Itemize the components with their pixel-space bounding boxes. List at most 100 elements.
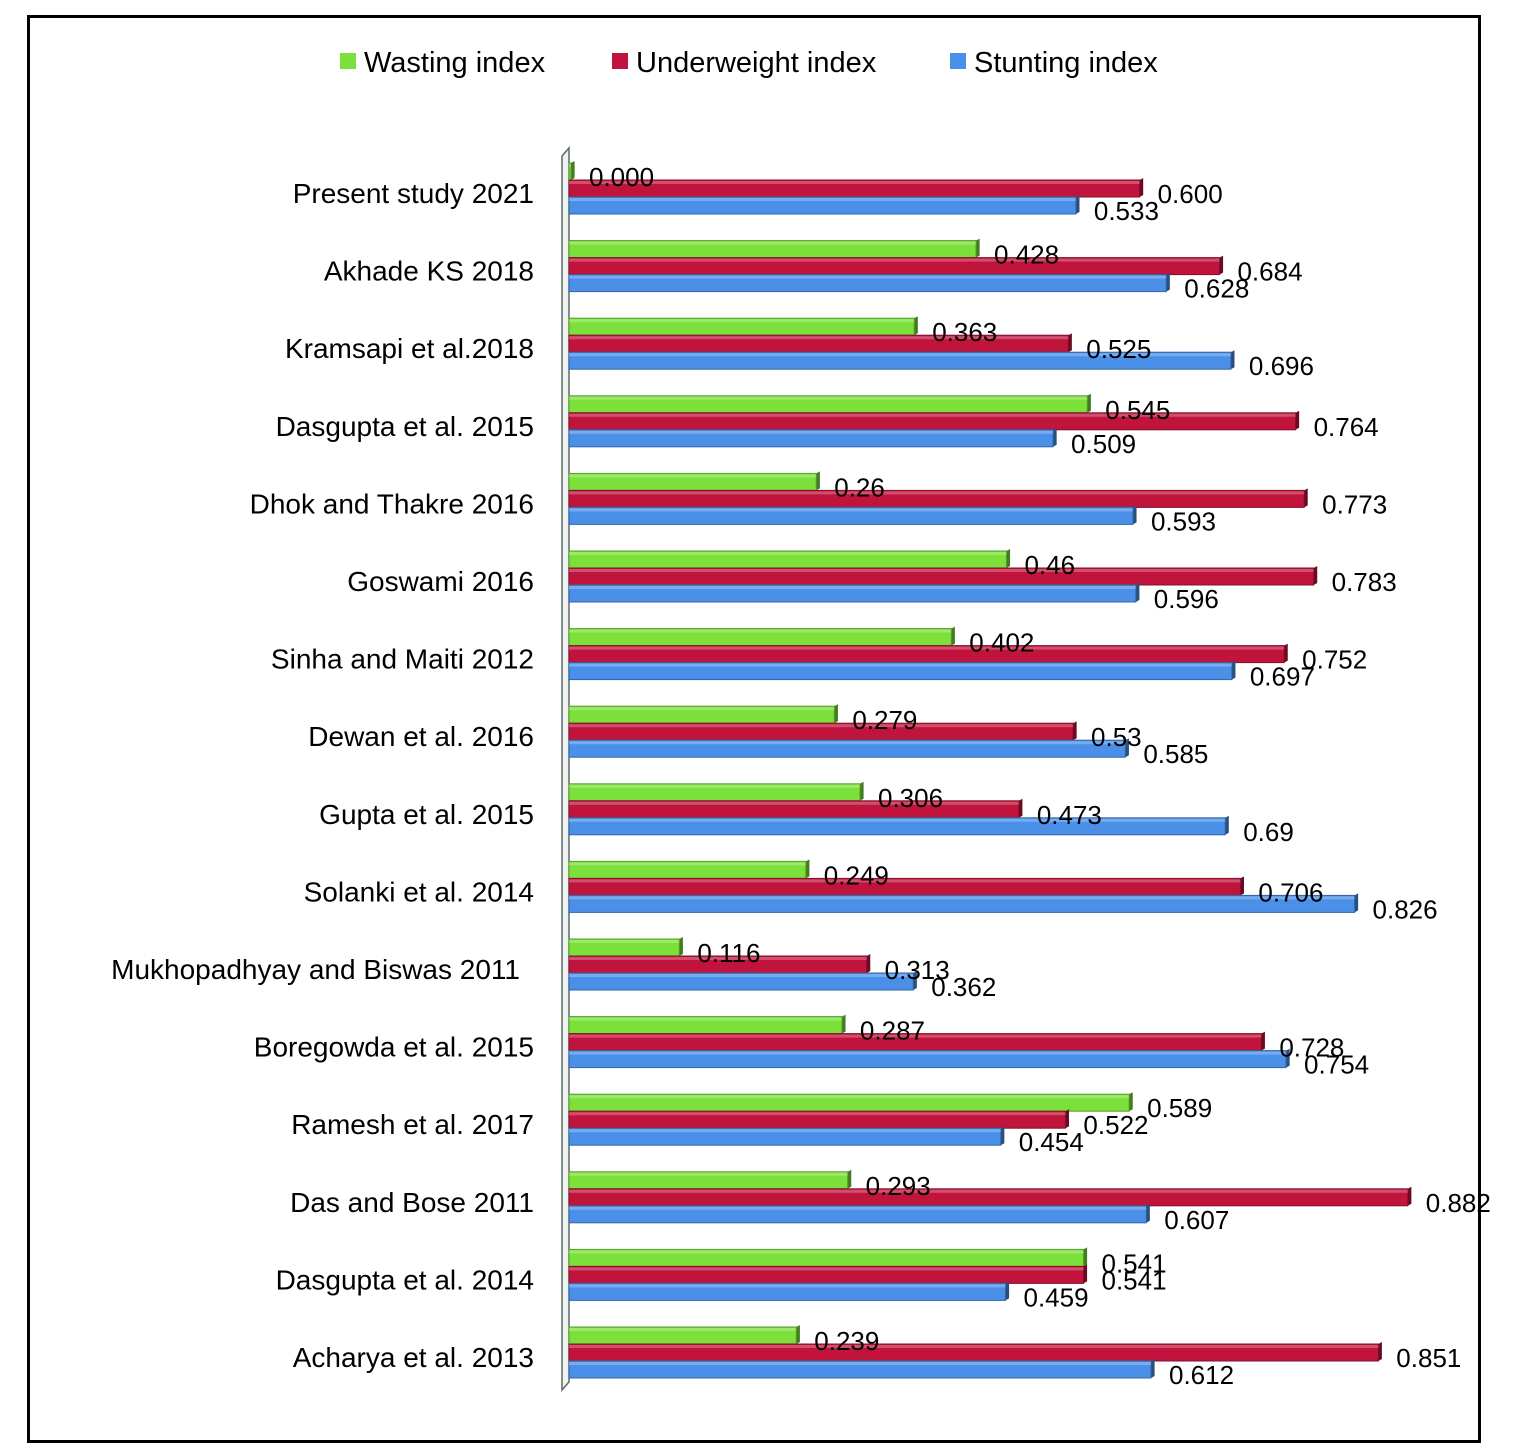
bar-1-4 (568, 488, 1308, 508)
category-label-6: Sinha and Maiti 2012 (271, 644, 534, 675)
bar-2-10 (568, 971, 917, 991)
bar-2-11 (568, 1048, 1290, 1069)
bar-cap-1-3 (1295, 410, 1300, 430)
value-label-2-14: 0.459 (1024, 1282, 1089, 1312)
bar-cap-0-3 (1087, 393, 1091, 413)
legend-label-0: Wasting index (364, 47, 546, 79)
bar-2-15 (568, 1359, 1155, 1379)
bar-2-5 (568, 583, 1140, 603)
bar-face-2-12 (568, 1127, 1002, 1146)
bar-2-9 (568, 893, 1359, 913)
category-label-4: Dhok and Thakre 2016 (250, 488, 534, 519)
bar-highlight-1-13 (569, 1189, 1408, 1193)
category-label-2: Kramsapi et al.2018 (285, 333, 534, 364)
value-label-1-2: 0.525 (1086, 334, 1151, 364)
bar-cap-0-0 (571, 161, 575, 180)
value-label-0-2: 0.363 (932, 317, 997, 347)
bar-1-1 (568, 255, 1224, 276)
bar-highlight-1-5 (569, 569, 1314, 572)
bar-1-6 (568, 643, 1288, 664)
value-label-2-8: 0.69 (1243, 817, 1294, 847)
bar-face-2-4 (568, 506, 1134, 525)
bar-1-0 (568, 178, 1144, 198)
bar-cap-1-4 (1304, 488, 1308, 508)
bar-0-13 (568, 1169, 852, 1190)
bar-highlight-1-6 (569, 646, 1285, 650)
value-label-1-3: 0.764 (1314, 412, 1379, 442)
bar-highlight-1-15 (569, 1345, 1379, 1348)
bar-cap-2-10 (913, 971, 917, 990)
bar-0-2 (568, 316, 918, 336)
bar-cap-0-10 (679, 937, 683, 956)
value-label-0-9: 0.249 (824, 860, 889, 890)
bar-highlight-0-9 (569, 862, 806, 866)
bar-face-2-5 (568, 584, 1137, 603)
bar-highlight-2-0 (569, 198, 1076, 201)
bar-cap-2-0 (1075, 195, 1080, 214)
bar-1-9 (568, 876, 1245, 896)
value-label-0-15: 0.239 (814, 1326, 879, 1356)
bar-highlight-0-3 (569, 396, 1088, 400)
category-label-14: Dasgupta et al. 2014 (276, 1264, 534, 1295)
bar-highlight-1-11 (569, 1034, 1262, 1038)
value-label-2-9: 0.826 (1373, 894, 1438, 924)
bar-cap-2-12 (1000, 1126, 1005, 1146)
bar-cap-0-15 (796, 1325, 800, 1344)
bar-highlight-1-0 (569, 181, 1140, 184)
bar-highlight-1-7 (569, 724, 1074, 728)
bar-0-12 (568, 1092, 1133, 1112)
value-label-2-4: 0.593 (1151, 506, 1216, 536)
value-label-0-3: 0.545 (1105, 395, 1170, 425)
bar-2-4 (568, 505, 1137, 525)
bar-cap-0-8 (860, 781, 864, 801)
value-label-0-5: 0.46 (1024, 550, 1075, 580)
bar-2-14 (568, 1281, 1010, 1301)
bar-0-8 (568, 781, 864, 802)
bar-highlight-2-11 (569, 1051, 1287, 1055)
legend-label-2: Stunting index (974, 47, 1158, 79)
bar-highlight-2-9 (569, 896, 1355, 900)
bar-highlight-2-15 (569, 1362, 1152, 1365)
bar-cap-2-5 (1135, 583, 1140, 602)
bar-highlight-1-12 (569, 1112, 1066, 1116)
bar-1-14 (568, 1264, 1088, 1284)
category-label-10: Mukhopadhyay and Biswas 2011 (111, 954, 520, 985)
category-label-8: Gupta et al. 2015 (319, 799, 534, 830)
bar-face-2-0 (568, 196, 1077, 215)
bar-cap-0-9 (805, 859, 810, 879)
bar-1-7 (568, 721, 1077, 741)
value-label-2-2: 0.696 (1249, 351, 1314, 381)
bar-cap-1-8 (1018, 798, 1023, 818)
bar-0-14 (568, 1247, 1088, 1267)
category-label-0: Present study 2021 (293, 178, 534, 209)
bar-highlight-2-6 (569, 663, 1232, 667)
bar-highlight-0-1 (569, 241, 977, 245)
bar-1-15 (568, 1342, 1382, 1362)
bar-cap-1-2 (1068, 333, 1072, 353)
bar-0-15 (568, 1325, 800, 1345)
bar-cap-1-5 (1313, 566, 1318, 585)
bar-face-2-2 (568, 351, 1232, 370)
bar-cap-1-11 (1261, 1031, 1265, 1051)
bar-cap-0-14 (1083, 1247, 1088, 1267)
bar-cap-1-0 (1139, 178, 1144, 197)
bar-cap-0-6 (951, 626, 955, 646)
bar-cap-2-6 (1231, 660, 1236, 680)
value-label-1-5: 0.783 (1332, 567, 1397, 597)
bar-2-1 (568, 272, 1170, 293)
bar-cap-0-1 (976, 238, 980, 258)
bar-0-0 (568, 161, 575, 181)
bar-cap-2-7 (1125, 738, 1129, 758)
value-label-0-7: 0.279 (852, 705, 917, 735)
bar-cap-0-7 (834, 704, 838, 724)
value-label-1-0: 0.600 (1158, 179, 1223, 209)
bar-highlight-0-7 (569, 707, 835, 711)
bar-2-13 (568, 1203, 1150, 1224)
bar-2-12 (568, 1126, 1005, 1146)
value-label-2-3: 0.509 (1071, 429, 1136, 459)
bar-highlight-1-4 (569, 491, 1305, 495)
bar-cap-2-15 (1151, 1359, 1155, 1378)
bar-1-13 (568, 1186, 1412, 1207)
bar-highlight-2-12 (569, 1129, 1001, 1133)
